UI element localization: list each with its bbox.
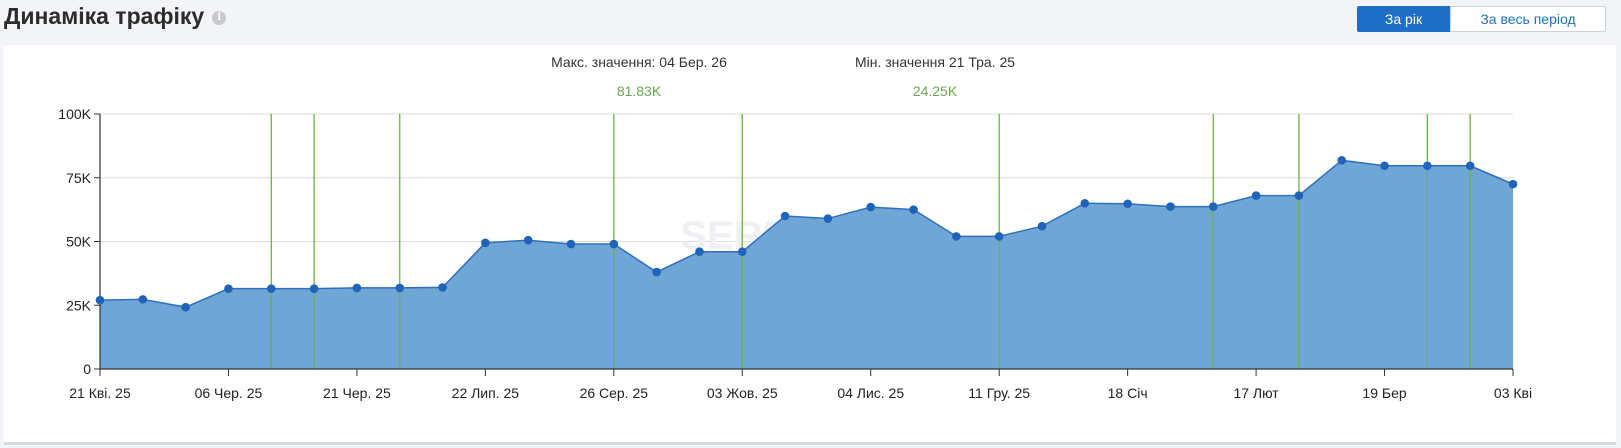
data-point xyxy=(181,302,190,312)
data-point xyxy=(1166,202,1175,211)
x-tick-label: 22 Лип. 25 xyxy=(452,385,520,401)
max-annotation-label: Макс. значення: 04 Бер. 26 xyxy=(551,54,727,70)
data-point xyxy=(138,295,148,304)
period-all-button[interactable]: За весь період xyxy=(1450,6,1606,32)
data-point xyxy=(823,214,833,223)
data-point xyxy=(1337,156,1347,165)
series-area xyxy=(100,160,1513,369)
data-point xyxy=(909,205,918,214)
y-tick-label: 0 xyxy=(83,361,91,377)
x-tick-label: 21 Чер. 25 xyxy=(323,385,391,401)
data-point xyxy=(1037,221,1047,231)
y-tick-label: 25K xyxy=(66,297,92,313)
data-point xyxy=(266,284,276,293)
y-tick-label: 75K xyxy=(66,170,92,186)
y-tick-label: 50K xyxy=(66,234,92,250)
x-tick-label: 21 Кві. 25 xyxy=(69,385,131,401)
x-tick-label: 18 Січ xyxy=(1108,385,1148,401)
data-point xyxy=(1508,179,1518,189)
data-point xyxy=(438,283,447,292)
data-point xyxy=(1251,191,1261,200)
data-point xyxy=(1294,191,1304,200)
series-line xyxy=(99,159,1514,308)
max-annotation-value: 81.83K xyxy=(617,83,662,99)
info-icon[interactable]: i xyxy=(212,11,227,25)
data-point xyxy=(1465,161,1475,171)
x-tick-label: 03 Кві xyxy=(1494,385,1532,401)
data-point xyxy=(1123,199,1132,209)
data-point xyxy=(1208,202,1218,211)
data-point xyxy=(695,247,704,256)
min-annotation: Мін. значення 21 Тра. 25 24.25K xyxy=(855,54,1015,99)
data-point xyxy=(1423,161,1432,171)
data-point xyxy=(652,267,661,277)
data-point xyxy=(1080,198,1090,208)
period-toggle: За рік За весь період xyxy=(1357,6,1606,32)
x-tick-label: 17 Лют xyxy=(1233,385,1279,401)
data-point xyxy=(566,239,576,249)
data-point xyxy=(952,232,961,241)
max-annotation: Макс. значення: 04 Бер. 26 81.83K xyxy=(551,54,727,99)
x-tick-label: 26 Сер. 25 xyxy=(580,385,649,401)
page-title-text: Динаміка трафіку xyxy=(4,3,205,29)
data-point xyxy=(309,284,319,293)
data-point xyxy=(224,284,233,293)
data-point xyxy=(352,283,362,293)
min-annotation-label: Мін. значення 21 Тра. 25 xyxy=(855,54,1015,70)
data-point xyxy=(1380,161,1389,171)
min-annotation-value: 24.25K xyxy=(913,83,958,99)
period-year-button[interactable]: За рік xyxy=(1357,6,1450,32)
data-point xyxy=(780,211,790,221)
y-tick-label: 100K xyxy=(58,106,91,122)
data-point xyxy=(737,247,747,256)
page-title: Динаміка трафіку i xyxy=(4,3,227,30)
x-tick-label: 19 Бер xyxy=(1362,385,1406,401)
data-point xyxy=(994,232,1004,241)
area-series xyxy=(99,159,1514,369)
data-point xyxy=(395,283,405,293)
axes: 0 25K 50K 75K 100K 21 Кві. 25 06 Чер. 25 21 Чер… xyxy=(58,106,1532,401)
data-point xyxy=(866,202,876,212)
x-tick-label: 11 Гру. 25 xyxy=(968,385,1030,401)
data-point xyxy=(523,235,533,245)
x-tick-label: 04 Лис. 25 xyxy=(837,385,904,401)
data-point xyxy=(95,295,105,305)
data-points xyxy=(95,156,1518,312)
x-tick-label: 06 Чер. 25 xyxy=(195,385,263,401)
data-point xyxy=(609,239,619,249)
x-tick-label: 03 Жов. 25 xyxy=(707,385,778,401)
data-point xyxy=(481,238,490,248)
